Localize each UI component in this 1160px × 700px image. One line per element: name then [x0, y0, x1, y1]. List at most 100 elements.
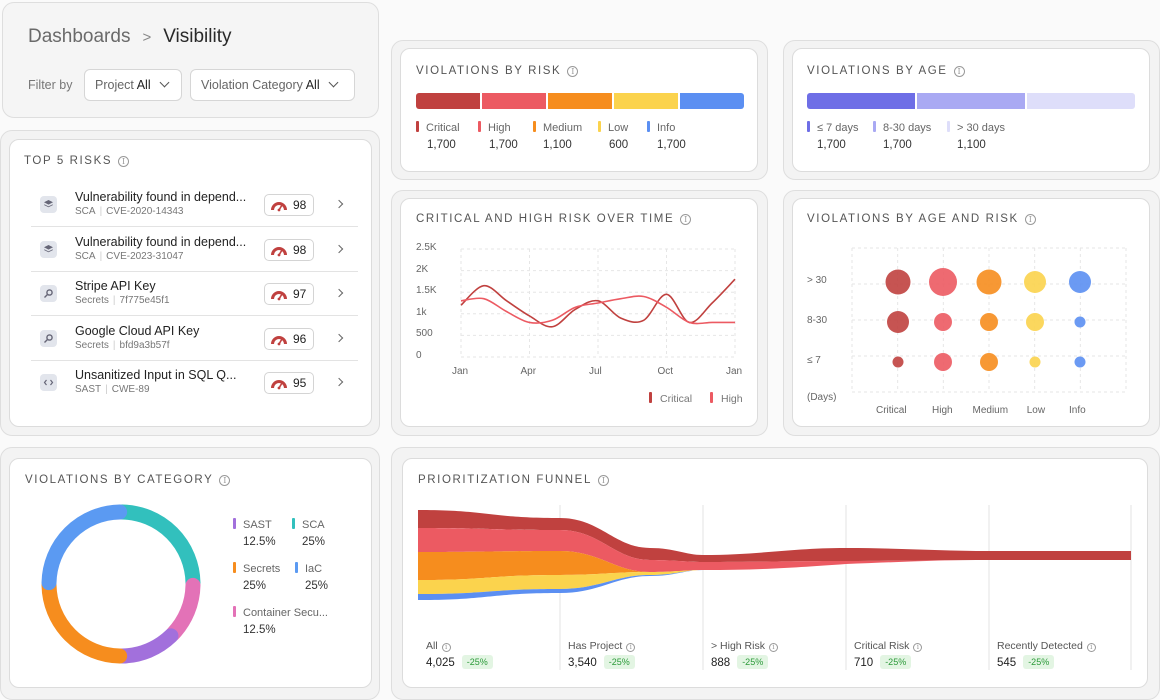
info-icon[interactable]: i: [626, 643, 636, 652]
legend-high[interactable]: High: [710, 392, 743, 405]
funnel-stage-label: Recently Detected i: [997, 640, 1096, 652]
separator: |: [105, 384, 108, 395]
breadcrumb-separator: >: [142, 29, 152, 46]
risk-type: Secrets: [75, 295, 109, 306]
risk-id: CVE-2023-31047: [106, 250, 184, 262]
y-category-label: > 30: [807, 275, 827, 286]
info-icon[interactable]: i: [1024, 214, 1036, 225]
violations-by-age-title: VIOLATIONS BY AGE i: [807, 65, 965, 77]
category-legend-iac[interactable]: IaC 25%: [295, 562, 328, 592]
funnel-stage-label: Critical Risk i: [854, 640, 923, 652]
risk-id: bfd9a3b57f: [119, 339, 170, 351]
code-icon: [40, 374, 57, 391]
age-bar-over-30-days[interactable]: [1027, 93, 1135, 109]
risk-bar-info[interactable]: [680, 93, 744, 109]
risk-bar-critical[interactable]: [416, 93, 480, 109]
info-icon[interactable]: i: [913, 643, 923, 652]
funnel-delta-badge: -25%: [461, 655, 493, 669]
x-tick-label: Jul: [589, 366, 602, 377]
key-icon: [40, 329, 57, 347]
y-tick-label: 1k: [416, 306, 427, 318]
funnel-count: 888: [711, 657, 731, 669]
info-icon[interactable]: i: [1086, 643, 1096, 652]
y-tick-label: 500: [416, 328, 433, 340]
category-legend-container[interactable]: Container Secu... 12.5%: [233, 606, 328, 636]
risk-score-value: 97: [293, 287, 307, 301]
info-icon[interactable]: i: [597, 475, 609, 486]
risk-bar-medium[interactable]: [548, 93, 612, 109]
filter-label: Filter by: [28, 78, 73, 92]
risk-row[interactable]: Vulnerability found in depend... SCA | CVE-…: [31, 228, 358, 272]
info-icon[interactable]: i: [441, 643, 451, 652]
category-legend-sast[interactable]: SAST 12.5%: [233, 518, 276, 548]
separator: |: [112, 339, 116, 351]
top-risks-title: TOP 5 RISKS i: [24, 155, 130, 167]
age-legend-7-days: ≤ 7 days 1,700: [807, 121, 859, 151]
breadcrumb-dashboards-link[interactable]: Dashboards: [28, 26, 131, 47]
chevron-right-icon[interactable]: [334, 333, 344, 342]
chevron-right-icon[interactable]: [334, 377, 344, 387]
risk-score-badge: 95: [264, 372, 314, 394]
risk-type: SCA: [75, 250, 96, 262]
age-bar-8-30-days[interactable]: [917, 93, 1025, 109]
category-legend-secrets[interactable]: Secrets 25%: [233, 562, 280, 592]
risk-title: Unsanitized Input in SQL Q...: [75, 368, 237, 382]
x-tick-label: Jan: [452, 366, 469, 377]
y-category-label: 8-30: [807, 315, 828, 326]
risk-stacked-bar: [416, 93, 744, 109]
risk-row[interactable]: Google Cloud API Key Secrets | bfd9a3b57f 96: [31, 317, 358, 361]
funnel-stage-name: Has Project: [568, 640, 623, 652]
x-tick-label: Oct: [657, 366, 674, 377]
info-icon[interactable]: i: [953, 66, 965, 77]
funnel-stage-value: 4,025 -25%: [426, 655, 493, 669]
risk-score-value: 98: [293, 242, 307, 257]
legend-critical[interactable]: Critical: [649, 392, 692, 405]
risk-subtitle: SAST | CWE-89: [75, 384, 150, 395]
risk-id: CVE-2020-14343: [106, 206, 184, 217]
info-icon[interactable]: i: [118, 156, 130, 167]
funnel-delta-badge: -25%: [603, 655, 635, 669]
risk-row[interactable]: Unsanitized Input in SQL Q... SAST | CWE-89…: [31, 361, 358, 405]
funnel-count: 545: [997, 657, 1017, 669]
risk-title: Stripe API Key: [75, 279, 156, 293]
risk-title: Vulnerability found in depend...: [75, 190, 247, 204]
risk-bar-high[interactable]: [482, 93, 546, 109]
risk-row[interactable]: Stripe API Key Secrets | 7f775e45f1 97: [31, 272, 358, 316]
y-tick-label: 2K: [416, 263, 429, 275]
risk-type: Secrets: [75, 339, 109, 351]
risk-score-badge: 98: [264, 194, 314, 216]
violations-by-age-card: [792, 48, 1150, 172]
risk-score-badge: 97: [264, 283, 314, 305]
chevron-right-icon[interactable]: [334, 244, 344, 253]
info-icon[interactable]: i: [768, 643, 778, 652]
info-icon[interactable]: i: [680, 214, 692, 225]
risk-legend-high: High 1,700: [478, 121, 518, 151]
category-filter-label: Violation Category: [201, 78, 303, 92]
separator: |: [112, 295, 116, 306]
risk-subtitle: Secrets | 7f775e45f1: [75, 295, 170, 306]
risk-id: CWE-89: [111, 384, 150, 395]
x-category-label: High: [932, 405, 953, 416]
risk-title: Google Cloud API Key: [75, 323, 200, 338]
project-filter-dropdown[interactable]: Project All: [84, 69, 182, 101]
key-icon: [40, 285, 57, 302]
chevron-down-icon: [159, 77, 170, 88]
risk-row[interactable]: Vulnerability found in depend... SCA | CVE-…: [31, 183, 358, 227]
violation-category-filter-dropdown[interactable]: Violation Category All: [190, 69, 355, 101]
info-icon[interactable]: i: [567, 66, 579, 77]
risk-type: SCA: [75, 206, 96, 217]
y-category-label: ≤ 7: [807, 355, 821, 366]
y-tick-label: 0: [416, 350, 422, 361]
risk-score-value: 98: [293, 198, 307, 212]
category-legend-sca[interactable]: SCA 25%: [292, 518, 325, 548]
risk-bar-low[interactable]: [614, 93, 678, 109]
info-icon[interactable]: i: [219, 475, 231, 486]
chevron-right-icon[interactable]: [334, 288, 344, 298]
chevron-down-icon: [328, 77, 339, 88]
age-legend-8-30-days: 8-30 days 1,700: [873, 121, 931, 151]
chevron-right-icon[interactable]: [334, 199, 344, 209]
age-stacked-bar: [807, 93, 1135, 109]
age-bar-7-days[interactable]: [807, 93, 915, 109]
funnel-stage-value: 710 -25%: [854, 655, 912, 669]
page-title: Visibility: [163, 26, 232, 47]
